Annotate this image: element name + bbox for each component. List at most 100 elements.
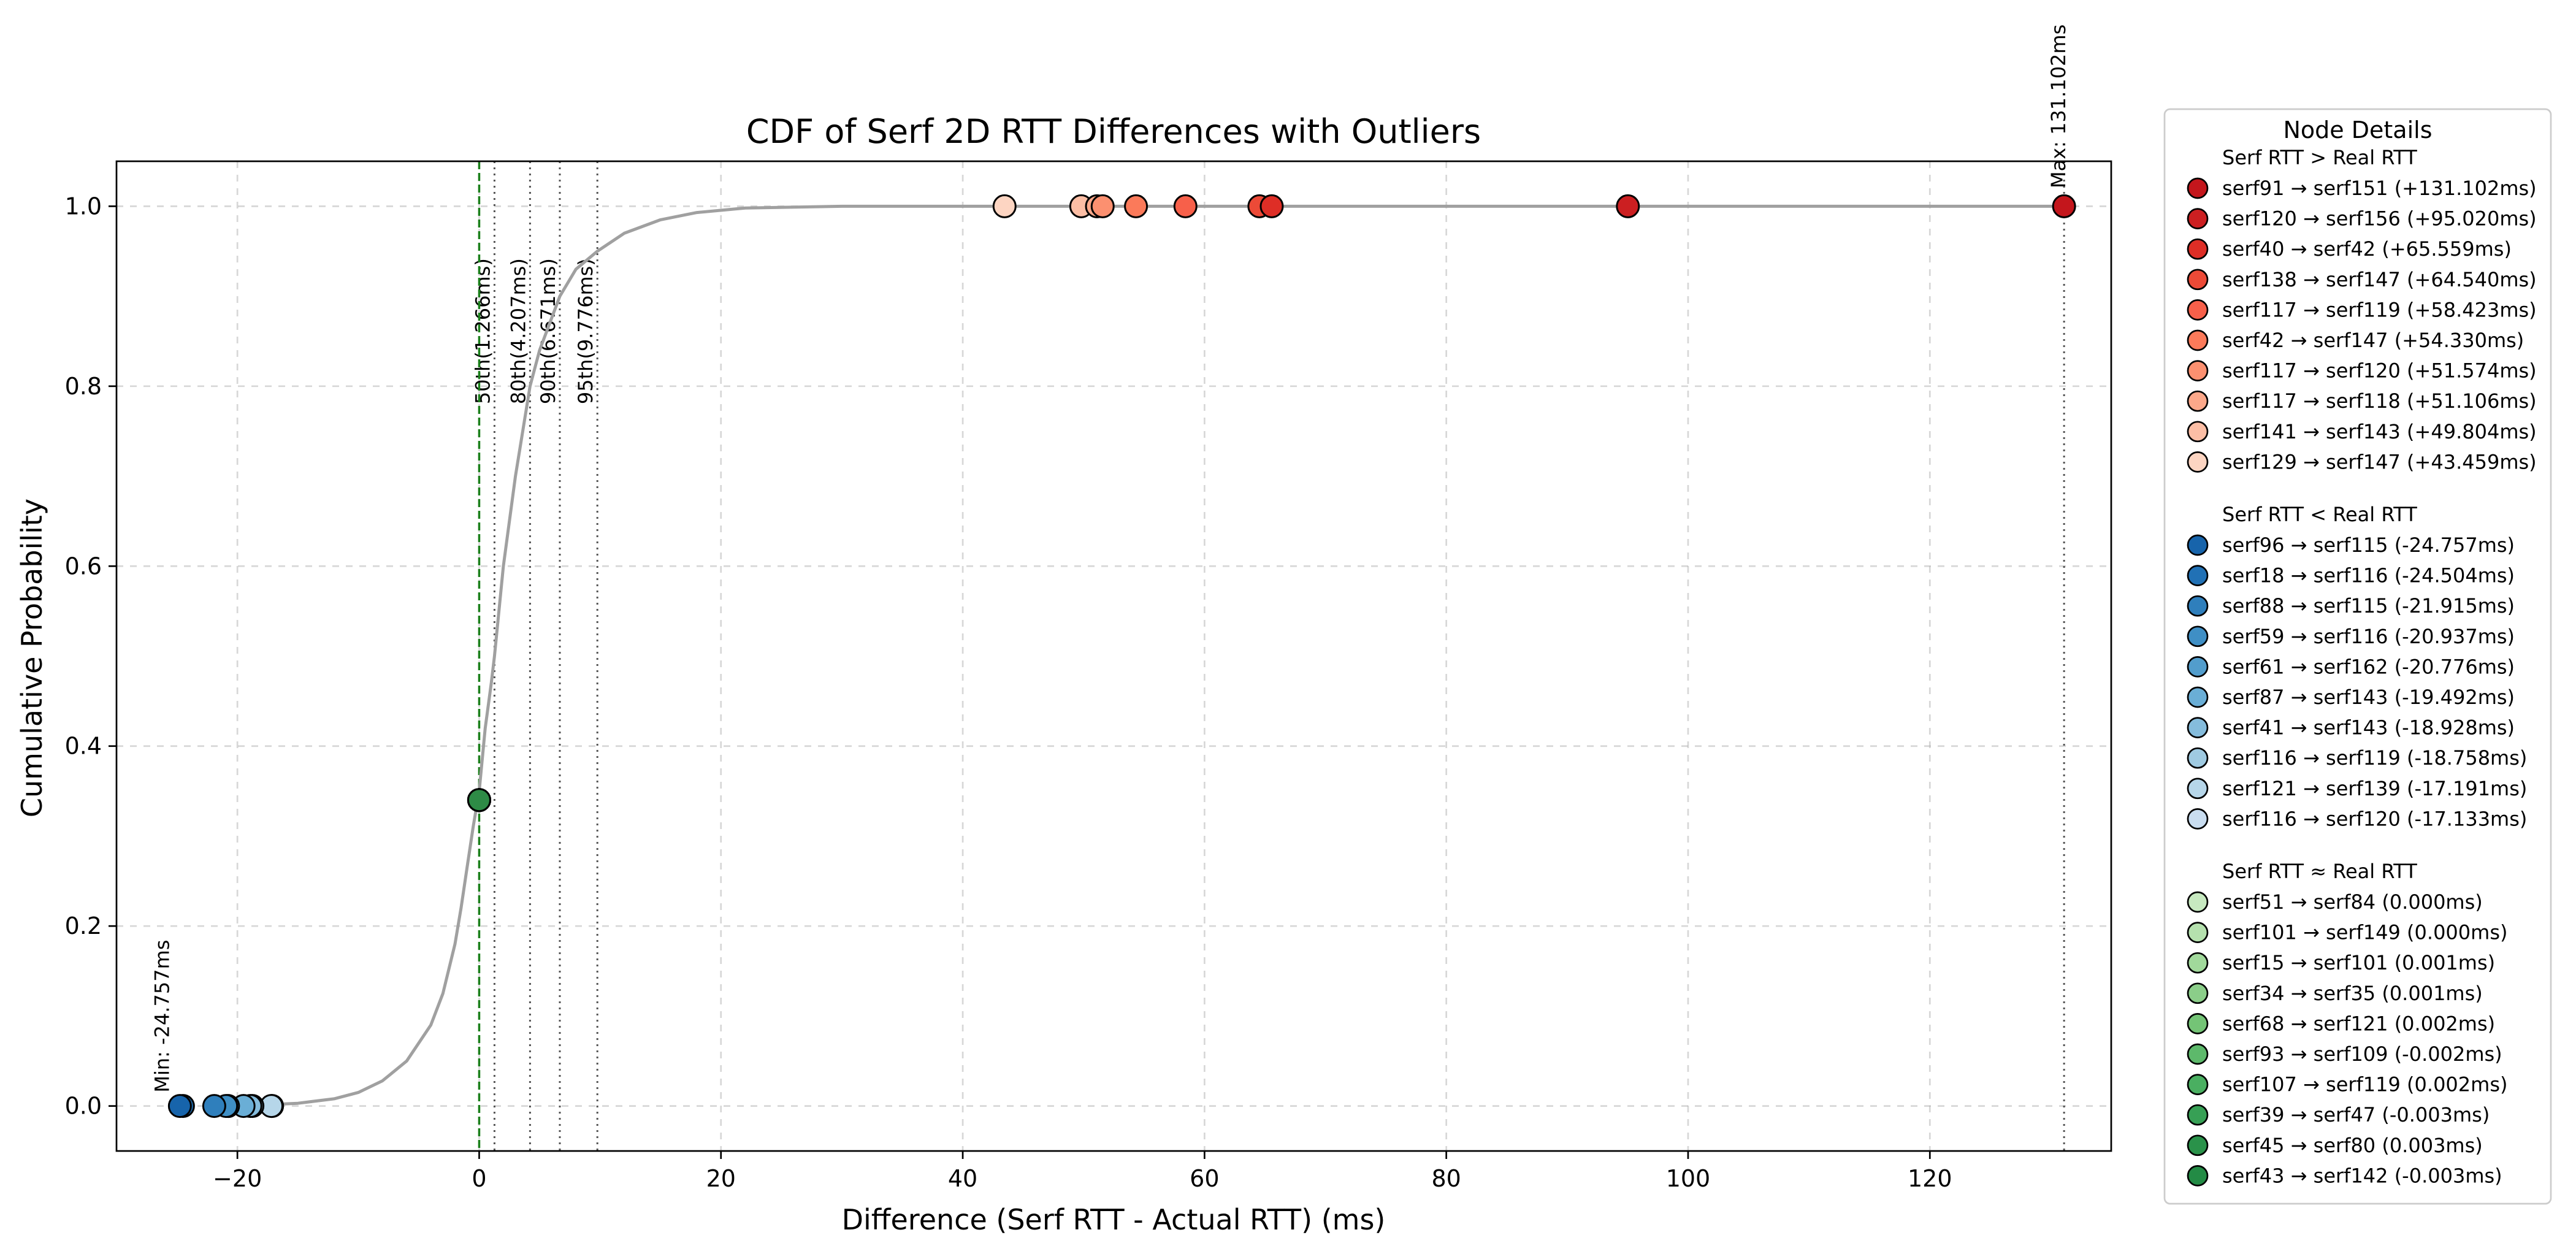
legend-entry: serf18 → serf116 (-24.504ms) <box>2222 564 2515 587</box>
legend-entry: serf141 → serf143 (+49.804ms) <box>2222 420 2537 443</box>
outlier-point <box>1616 194 1640 218</box>
legend-entry: serf43 → serf142 (-0.003ms) <box>2222 1164 2502 1187</box>
legend-marker <box>2187 747 2209 769</box>
percentile-label: 50th(1.266ms) <box>471 258 494 404</box>
x-tick-label: 80 <box>1431 1165 1461 1192</box>
legend-entry: serf120 → serf156 (+95.020ms) <box>2222 207 2537 231</box>
outlier-point <box>1124 194 1148 218</box>
outlier-point <box>2052 194 2076 218</box>
legend-marker <box>2187 1165 2209 1187</box>
y-tick-label: 0.0 <box>65 1093 102 1120</box>
y-tick-label: 1.0 <box>65 193 102 220</box>
legend-marker <box>2187 1134 2209 1157</box>
y-tick-label: 0.2 <box>65 912 102 939</box>
legend-entry: serf39 → serf47 (-0.003ms) <box>2222 1103 2490 1126</box>
zero-diff-point <box>467 788 491 812</box>
legend-marker <box>2187 891 2209 913</box>
chart-title: CDF of Serf 2D RTT Differences with Outl… <box>746 112 1481 151</box>
legend-entry: serf117 → serf119 (+58.423ms) <box>2222 298 2537 321</box>
legend-marker <box>2187 778 2209 800</box>
legend-marker <box>2187 952 2209 974</box>
min-annotation: Min: -24.757ms <box>150 940 174 1093</box>
outlier-point <box>1090 194 1115 218</box>
outlier-point <box>167 1094 192 1118</box>
legend-entry: serf42 → serf147 (+54.330ms) <box>2222 329 2524 352</box>
legend-entry: serf88 → serf115 (-21.915ms) <box>2222 594 2515 617</box>
legend-entry: serf116 → serf120 (-17.133ms) <box>2222 807 2527 830</box>
legend-marker <box>2187 534 2209 556</box>
outlier-point <box>1259 194 1284 218</box>
y-tick-label: 0.6 <box>65 552 102 579</box>
legend-marker <box>2187 238 2209 260</box>
legend-marker <box>2187 717 2209 738</box>
legend-entry: serf96 → serf115 (-24.757ms) <box>2222 533 2515 557</box>
legend-marker <box>2187 269 2209 291</box>
legend-marker <box>2187 208 2209 229</box>
legend-frame <box>2163 108 2552 1205</box>
legend-marker <box>2187 625 2209 648</box>
outlier-point <box>1173 194 1198 218</box>
y-tick-label: 0.4 <box>65 733 102 760</box>
legend-section-title: Serf RTT ≈ Real RTT <box>2222 860 2417 883</box>
legend-marker <box>2187 1013 2209 1034</box>
legend-entry: serf41 → serf143 (-18.928ms) <box>2222 716 2515 740</box>
legend-entry: serf59 → serf116 (-20.937ms) <box>2222 625 2515 648</box>
legend-marker <box>2187 982 2209 1004</box>
legend-entry: serf101 → serf149 (0.000ms) <box>2222 921 2507 944</box>
legend-title: Node Details <box>2284 117 2433 143</box>
legend-marker <box>2187 1074 2209 1095</box>
x-axis-label: Difference (Serf RTT - Actual RTT) (ms) <box>842 1203 1386 1236</box>
x-tick-label: 0 <box>472 1165 486 1192</box>
legend-entry: serf45 → serf80 (0.003ms) <box>2222 1134 2483 1157</box>
legend-marker <box>2187 299 2209 321</box>
legend-marker <box>2187 808 2209 830</box>
outlier-point <box>992 194 1017 218</box>
y-tick-label: 0.8 <box>65 373 102 400</box>
x-tick-label: 120 <box>1908 1165 1952 1192</box>
cdf-curve <box>237 204 2065 1108</box>
legend-entry: serf51 → serf84 (0.000ms) <box>2222 890 2483 914</box>
legend-entry: serf34 → serf35 (0.001ms) <box>2222 982 2483 1005</box>
x-tick-label: 60 <box>1190 1165 1219 1192</box>
legend-entry: serf117 → serf118 (+51.106ms) <box>2222 389 2537 413</box>
percentile-label: 80th(4.207ms) <box>506 258 530 404</box>
legend-marker <box>2187 421 2209 443</box>
plot-area: 50th(1.266ms) 80th(4.207ms) 90th(6.671ms) 9… <box>65 25 2112 1192</box>
legend-entry: serf40 → serf42 (+65.559ms) <box>2222 237 2512 261</box>
x-tick-label: 100 <box>1666 1165 1711 1192</box>
max-annotation: Max: 131.102ms <box>2047 25 2070 188</box>
plot-frame <box>115 160 2112 1152</box>
legend-entry: serf87 → serf143 (-19.492ms) <box>2222 686 2515 709</box>
legend-marker <box>2187 686 2209 708</box>
legend-entry: serf129 → serf147 (+43.459ms) <box>2222 450 2537 473</box>
legend-entry: serf107 → serf119 (0.002ms) <box>2222 1073 2507 1096</box>
legend-marker <box>2187 565 2209 586</box>
legend-marker <box>2187 451 2209 473</box>
legend-entry: serf116 → serf119 (-18.758ms) <box>2222 746 2527 770</box>
legend-entry: serf61 → serf162 (-20.776ms) <box>2222 655 2515 678</box>
legend-entry: serf15 → serf101 (0.001ms) <box>2222 951 2495 974</box>
legend-marker <box>2187 390 2209 412</box>
legend-marker <box>2187 329 2209 351</box>
legend-entry: serf93 → serf109 (-0.002ms) <box>2222 1042 2502 1066</box>
legend: Node Details Serf RTT > Real RTT serf91 →… <box>2163 108 2552 1205</box>
x-tick-label: 20 <box>706 1165 736 1192</box>
y-axis-label: Cumulative Probability <box>15 499 48 817</box>
legend-entry: serf138 → serf147 (+64.540ms) <box>2222 268 2537 291</box>
x-tick-label: −20 <box>213 1165 262 1192</box>
legend-marker <box>2187 1043 2209 1065</box>
legend-entry: serf91 → serf151 (+131.102ms) <box>2222 177 2537 200</box>
legend-marker <box>2187 1104 2209 1126</box>
legend-section-title: Serf RTT > Real RTT <box>2222 146 2417 169</box>
outlier-point <box>202 1094 226 1118</box>
legend-entry: serf117 → serf120 (+51.574ms) <box>2222 359 2537 383</box>
legend-marker <box>2187 595 2209 617</box>
legend-marker <box>2187 360 2209 381</box>
legend-marker <box>2187 922 2209 943</box>
legend-marker <box>2187 177 2209 199</box>
legend-marker <box>2187 656 2209 678</box>
x-tick-label: 40 <box>948 1165 977 1192</box>
percentile-label: 95th(9.776ms) <box>574 258 597 404</box>
legend-entry: serf121 → serf139 (-17.191ms) <box>2222 777 2527 800</box>
